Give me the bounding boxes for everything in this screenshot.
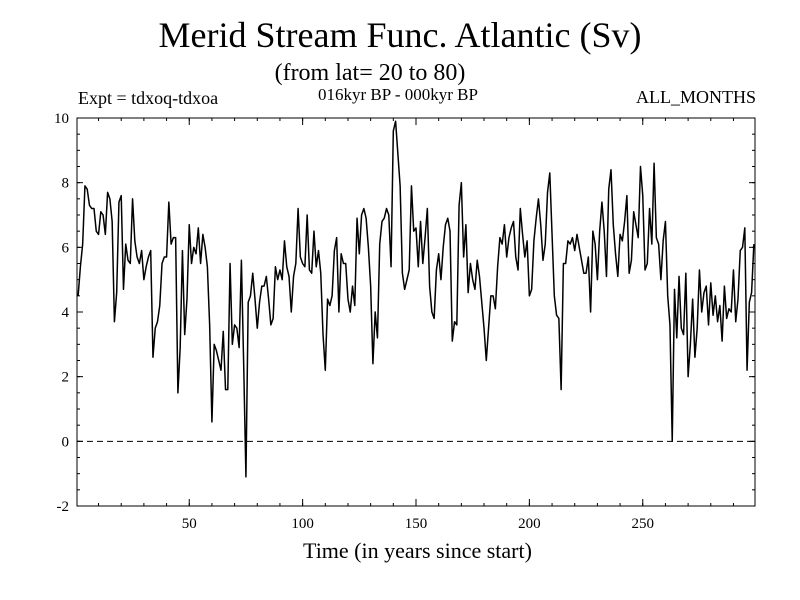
axis-ticks: -2 0 2 4 6 8 10 50 100 150 200 250 bbox=[54, 111, 755, 532]
x-tick-label: 150 bbox=[405, 516, 428, 532]
experiment-label: Expt = tdxoq-tdxoa bbox=[78, 88, 219, 108]
y-tick-label: 6 bbox=[62, 240, 70, 256]
x-tick-label: 50 bbox=[182, 516, 197, 532]
series-line bbox=[77, 120, 755, 478]
chart-subtitle: (from lat= 20 to 80) bbox=[274, 60, 466, 86]
x-tick-label: 200 bbox=[518, 516, 541, 532]
period-label: 016kyr BP - 000kyr BP bbox=[318, 85, 478, 104]
x-tick-label: 100 bbox=[291, 516, 314, 532]
y-tick-label: 0 bbox=[62, 434, 70, 450]
y-tick-label: 2 bbox=[62, 370, 70, 386]
months-label: ALL_MONTHS bbox=[636, 87, 756, 107]
series-group bbox=[77, 120, 755, 478]
y-tick-label: 4 bbox=[62, 305, 70, 321]
x-axis-label: Time (in years since start) bbox=[303, 538, 532, 563]
x-tick-label: 250 bbox=[632, 516, 655, 532]
y-tick-label: 10 bbox=[54, 111, 69, 127]
y-tick-label: -2 bbox=[57, 499, 70, 515]
y-tick-label: 8 bbox=[62, 176, 70, 192]
chart-title: Merid Stream Func. Atlantic (Sv) bbox=[158, 15, 642, 55]
